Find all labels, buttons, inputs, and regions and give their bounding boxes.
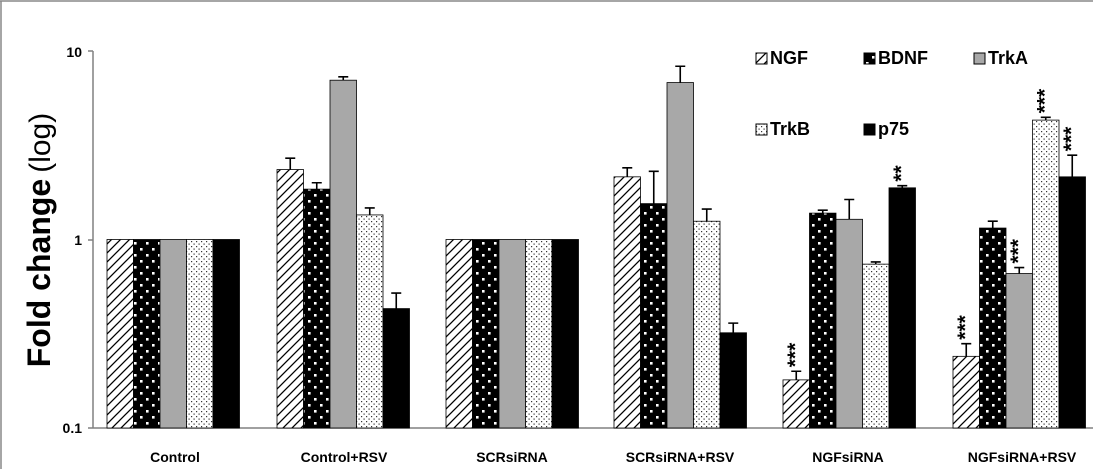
legend-swatch-p75 [863,123,876,136]
category-label-scrsirna-rsv: SCRsiRNA+RSV [626,449,735,465]
error-bar-scrsirna-rsv-bdnf [648,170,659,204]
significance-label-ngfsirna-p75: ** [890,165,913,182]
error-bar-ngfsirna-trkb [870,261,881,265]
category-label-control-rsv: Control+RSV [301,449,388,465]
legend-item-trkb: TrkB [755,119,810,139]
legend-item-trka: TrkA [973,48,1028,68]
error-bar-control-rsv-p75 [391,292,402,309]
error-bar-scrsirna-rsv-p75 [728,322,739,333]
bar-ngfsirna-p75 [888,187,916,429]
error-bar-ngfsirna-rsv-p75 [1067,154,1078,177]
bar-scrsirna-rsv-bdnf [640,203,668,429]
bar-control-rsv-bdnf [303,188,331,429]
y-tick-label-1: 1 [74,232,82,248]
bar-control-trka [159,239,187,429]
bars-group: ***************** [106,65,1086,429]
error-bar-ngfsirna-rsv-trkb [1040,116,1051,121]
bar-scrsirna-bdnf [472,239,500,429]
error-bar-ngfsirna-rsv-bdnf [987,220,998,229]
error-bar-scrsirna-rsv-ngf [622,167,633,177]
bar-ngfsirna-rsv-p75 [1058,176,1086,429]
bar-control-bdnf [133,239,161,429]
category-label-scrsirna: SCRsiRNA [476,449,548,465]
legend-swatch-trkb [755,123,768,136]
error-bar-control-rsv-trka [338,75,349,81]
error-bar-ngfsirna-bdnf [817,209,828,214]
significance-label-ngfsirna-rsv-trkb: *** [1034,88,1057,113]
legend-label-p75: p75 [878,119,909,139]
legend-item-ngf: NGF [755,48,808,68]
category-label-ngfsirna: NGFsiRNA [812,449,884,465]
y-axis-label: Fold change(log) [21,113,57,367]
legend-swatch-bdnf [863,52,876,65]
category-label-ngfsirna-rsv: NGFsiRNA+RSV [968,449,1077,465]
legend-label-ngf: NGF [770,48,808,68]
bar-scrsirna-rsv-trkb [693,220,721,429]
error-bar-control-rsv-ngf [285,157,296,170]
error-bar-control-rsv-bdnf [311,181,322,190]
bar-ngfsirna-rsv-trkb [1032,119,1060,429]
significance-label-ngfsirna-ngf: *** [784,342,807,367]
bar-ngfsirna-trka [835,218,863,429]
y-tick-label-0.1: 0.1 [63,420,83,436]
error-bar-scrsirna-rsv-trka [675,65,686,83]
bar-control-p75 [212,239,240,429]
bar-scrsirna-trkb [525,239,553,429]
legend-item-bdnf: BDNF [863,48,928,68]
bar-ngfsirna-rsv-bdnf [979,227,1007,429]
bar-scrsirna-p75 [551,239,579,429]
legend-item-p75: p75 [863,119,909,139]
bar-control-rsv-ngf [276,169,304,429]
legend-label-trka: TrkA [988,48,1028,68]
error-bar-ngfsirna-ngf [791,370,802,380]
legend-swatch-trka [973,52,986,65]
bar-ngfsirna-rsv-ngf [952,355,980,429]
significance-label-ngfsirna-rsv-p75: *** [1060,126,1083,151]
bar-control-rsv-trkb [356,214,384,429]
error-bar-scrsirna-rsv-trkb [701,208,712,222]
error-bar-control-rsv-trkb [364,207,375,215]
legend-label-trkb: TrkB [770,119,810,139]
bar-scrsirna-rsv-trka [666,82,694,429]
significance-label-ngfsirna-rsv-ngf: *** [954,314,977,339]
category-label-control: Control [150,449,200,465]
bar-control-rsv-trka [329,79,357,429]
bar-control-rsv-p75 [382,308,410,429]
bar-scrsirna-trka [498,239,526,429]
bar-scrsirna-ngf [445,239,473,429]
legend-swatch-ngf [755,52,768,65]
error-bar-ngfsirna-trka [844,198,855,220]
legend: NGF BDNF TrkA TrkB p75 [755,48,1028,139]
bar-ngfsirna-trkb [862,263,890,429]
bar-ngfsirna-bdnf [809,212,837,429]
bar-control-ngf [106,239,134,429]
bar-scrsirna-rsv-ngf [613,176,641,429]
significance-label-ngfsirna-rsv-trka: *** [1007,238,1030,263]
bar-control-trkb [186,239,214,429]
y-tick-label-10: 10 [66,44,82,60]
legend-label-bdnf: BDNF [878,48,928,68]
bar-ngfsirna-ngf [782,379,810,429]
bar-ngfsirna-rsv-trka [1005,273,1033,429]
error-bar-ngfsirna-rsv-ngf [961,342,972,357]
error-bar-ngfsirna-rsv-trka [1014,266,1025,274]
error-bar-ngfsirna-p75 [897,184,908,188]
bar-scrsirna-rsv-p75 [719,332,747,429]
